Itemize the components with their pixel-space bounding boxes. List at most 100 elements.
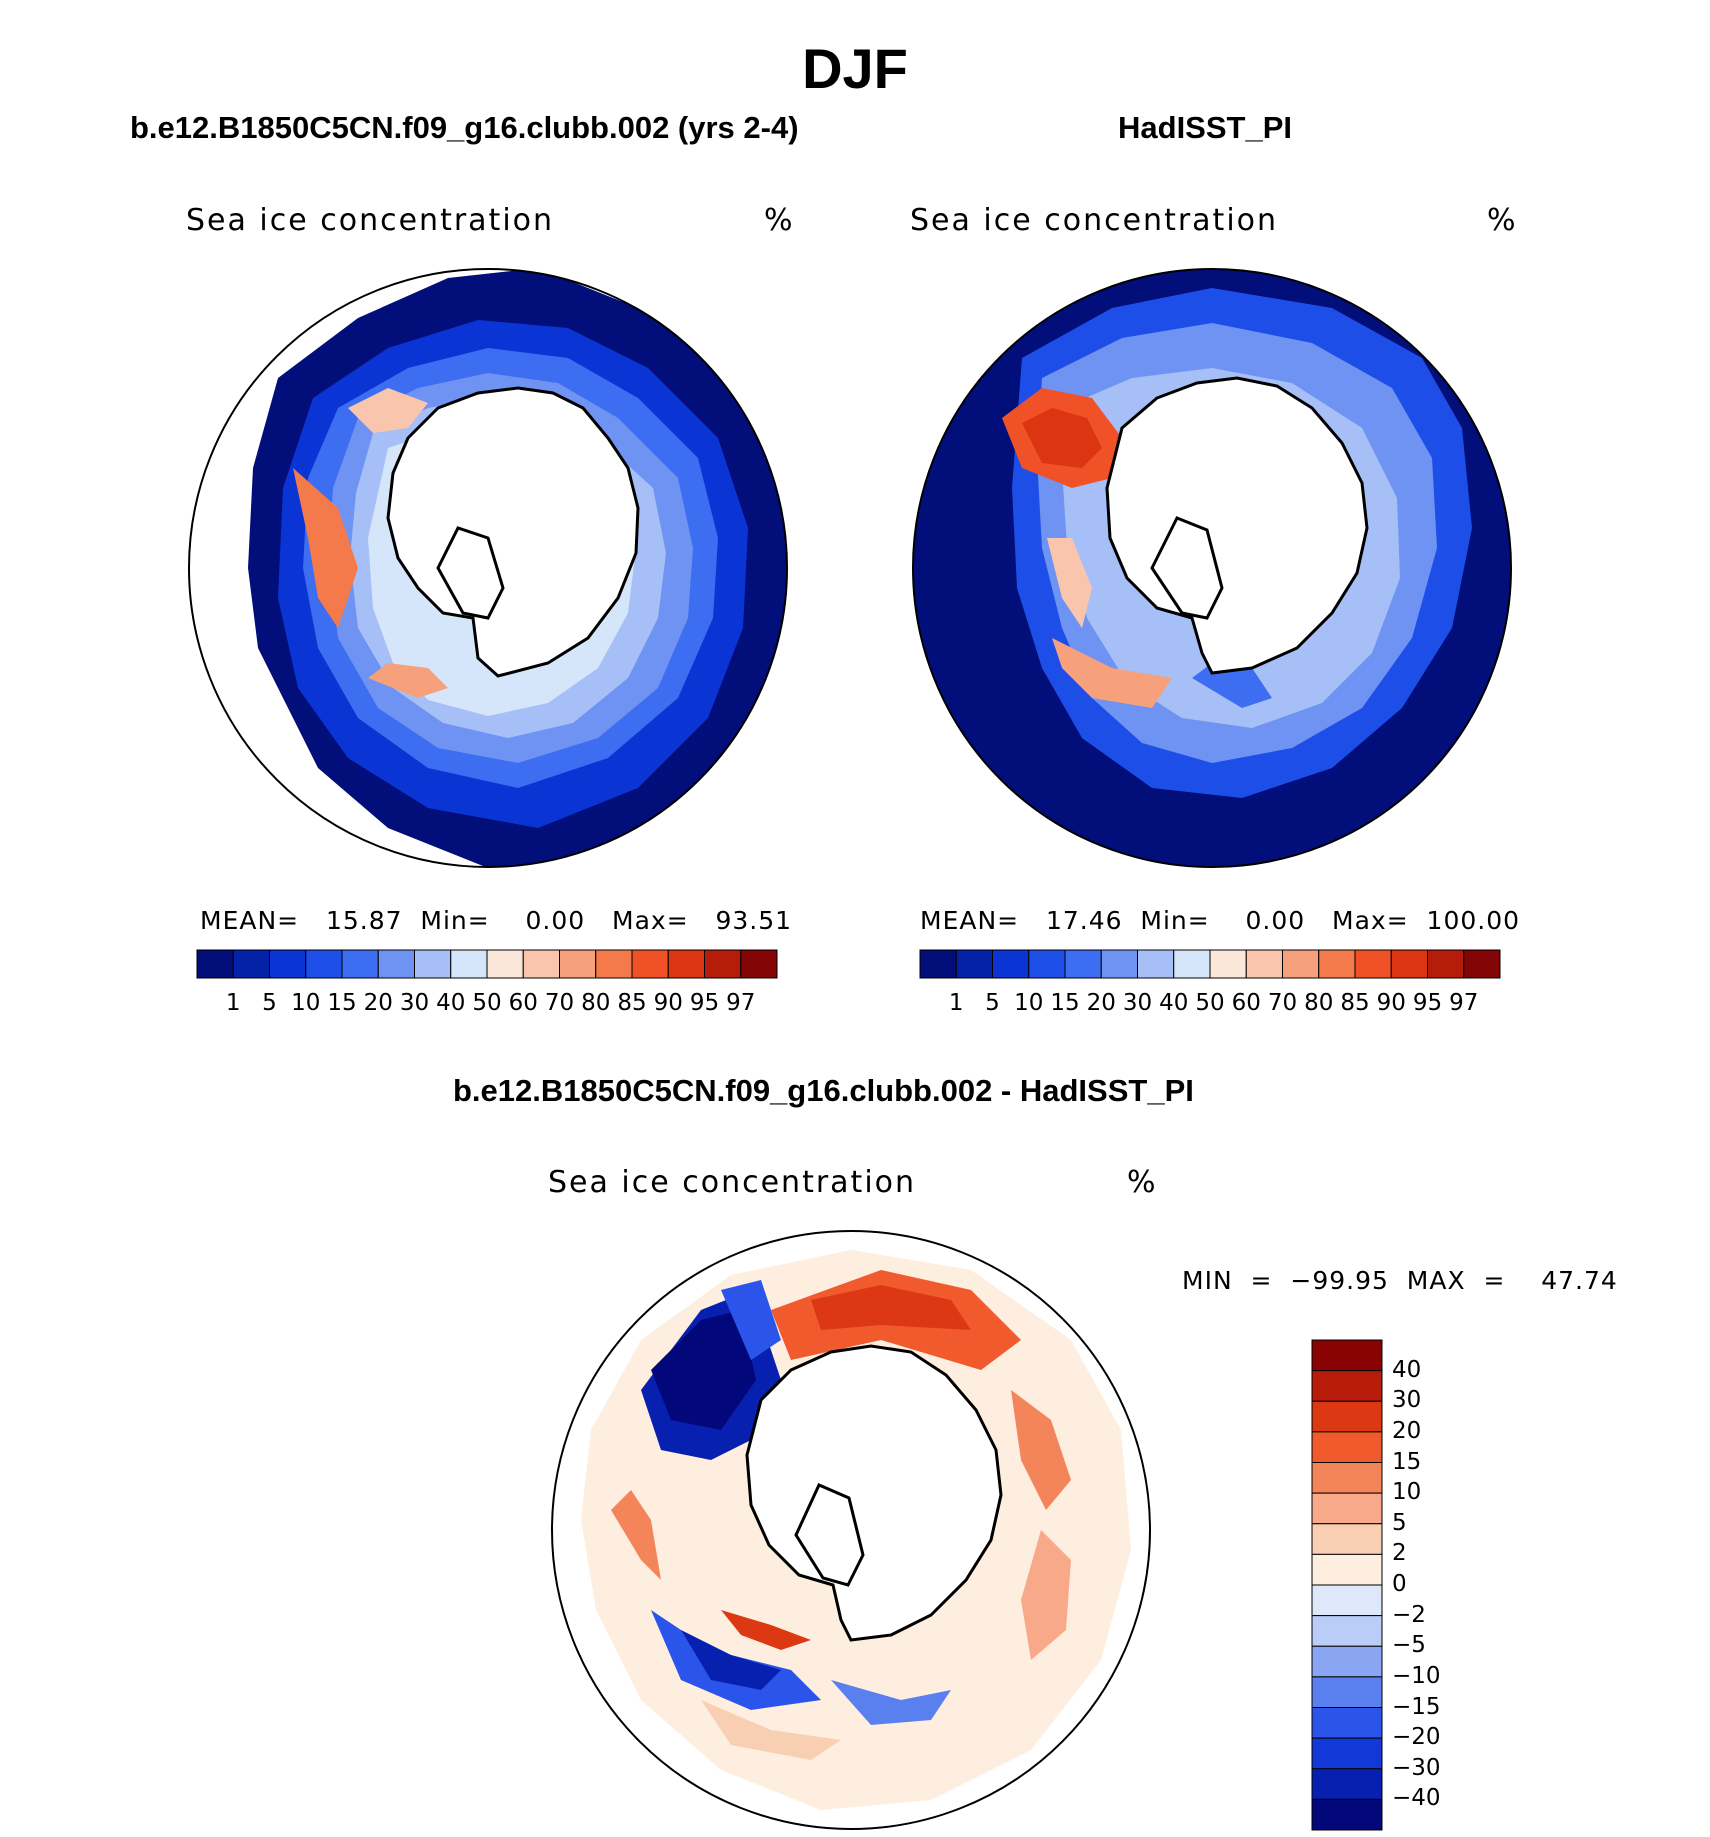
colorbar-tick-label: −15 xyxy=(1392,1693,1441,1720)
diff-colorbar-ticks: 40 30 20 15 10 5 2 0 −2 −5 −10 −15 −20 −30 −40 xyxy=(1392,1340,1462,1830)
model-units-label: % xyxy=(764,203,795,238)
colorbar-tick-label: 20 xyxy=(1086,990,1116,1016)
colorbar-swatch xyxy=(1282,949,1320,979)
obs-case-title: HadISST_PI xyxy=(1118,110,1292,145)
colorbar-swatch xyxy=(1311,1676,1383,1708)
colorbar-tick-label: −5 xyxy=(1392,1632,1426,1659)
colorbar-tick-label: 10 xyxy=(1014,990,1044,1016)
colorbar-tick-label: 30 xyxy=(1122,990,1153,1016)
colorbar-tick-label: 70 xyxy=(1267,990,1298,1016)
colorbar-tick-label: 95 xyxy=(1412,990,1443,1016)
colorbar-tick-label: 95 xyxy=(689,990,720,1016)
colorbar-tick-label: 10 xyxy=(1392,1479,1422,1506)
colorbar-swatch xyxy=(1311,1370,1383,1402)
obs-polar-map xyxy=(912,268,1512,868)
colorbar-swatch xyxy=(305,949,343,979)
diff-colorbar xyxy=(1311,1339,1383,1831)
colorbar-swatch xyxy=(196,949,234,979)
diff-antarctica xyxy=(745,1344,1003,1642)
colorbar-tick-label: 1 xyxy=(225,990,241,1016)
colorbar-swatch xyxy=(1463,949,1501,979)
colorbar-swatch xyxy=(1173,949,1211,979)
colorbar-swatch xyxy=(955,949,993,979)
colorbar-tick-label: 60 xyxy=(1231,990,1261,1016)
colorbar-swatch xyxy=(1311,1339,1383,1372)
colorbar-tick-label: 5 xyxy=(1392,1509,1407,1536)
colorbar-tick-label: −40 xyxy=(1392,1785,1441,1812)
colorbar-tick-label: −2 xyxy=(1392,1601,1426,1628)
colorbar-swatch xyxy=(1311,1737,1383,1770)
colorbar-tick-label: 15 xyxy=(327,990,357,1016)
colorbar-swatch xyxy=(1311,1798,1383,1831)
diff-units-label: % xyxy=(1127,1165,1158,1200)
colorbar-tick-label: 85 xyxy=(1340,990,1370,1016)
colorbar-tick-label: −30 xyxy=(1392,1754,1441,1781)
diff-stats: MIN = −99.95 MAX = 47.74 xyxy=(1182,1266,1618,1295)
model-variable-label: Sea ice concentration xyxy=(186,203,555,238)
colorbar-swatch xyxy=(595,949,633,979)
colorbar-tick-label: 70 xyxy=(544,990,575,1016)
obs-colorbar-ticks: 1 5 10 15 20 30 40 50 60 70 80 85 90 95 97 xyxy=(920,990,1500,1020)
diff-case-title: b.e12.B1850C5CN.f09_g16.clubb.002 - HadI… xyxy=(453,1073,1194,1108)
colorbar-tick-label: 30 xyxy=(1392,1387,1422,1414)
colorbar-tick-label: 0 xyxy=(1392,1571,1407,1597)
colorbar-tick-label: 5 xyxy=(262,990,277,1016)
colorbar-tick-label: 90 xyxy=(1376,990,1406,1016)
diff-polar-map xyxy=(551,1230,1151,1830)
colorbar-swatch xyxy=(704,949,742,979)
colorbar-tick-label: 20 xyxy=(1392,1417,1422,1444)
season-title: DJF xyxy=(802,37,908,100)
colorbar-swatch xyxy=(1311,1431,1383,1463)
colorbar-swatch xyxy=(522,949,560,979)
colorbar-swatch xyxy=(1064,949,1102,979)
colorbar-swatch xyxy=(1311,1707,1383,1739)
colorbar-swatch xyxy=(1100,949,1138,979)
colorbar-swatch xyxy=(377,949,415,979)
colorbar-tick-label: 40 xyxy=(436,990,466,1016)
colorbar-tick-label: 30 xyxy=(399,990,430,1016)
obs-colorbar xyxy=(919,949,1501,979)
colorbar-swatch xyxy=(1390,949,1428,979)
model-colorbar-ticks: 1 5 10 15 20 30 40 50 60 70 80 85 90 95 97 xyxy=(197,990,777,1020)
colorbar-swatch xyxy=(1354,949,1392,979)
colorbar-swatch xyxy=(631,949,669,979)
colorbar-swatch xyxy=(1318,949,1356,979)
colorbar-swatch xyxy=(269,949,307,979)
colorbar-tick-label: 10 xyxy=(291,990,321,1016)
colorbar-swatch xyxy=(1245,949,1283,979)
colorbar-swatch xyxy=(1311,1462,1383,1494)
colorbar-swatch xyxy=(232,949,270,979)
colorbar-tick-label: 20 xyxy=(363,990,393,1016)
colorbar-swatch xyxy=(1311,1615,1383,1647)
colorbar-swatch xyxy=(992,949,1030,979)
colorbar-tick-label: 15 xyxy=(1392,1448,1422,1475)
obs-stats: MEAN= 17.46 Min= 0.00 Max= 100.00 xyxy=(920,906,1521,935)
colorbar-swatch xyxy=(919,949,957,979)
colorbar-tick-label: 90 xyxy=(653,990,683,1016)
colorbar-swatch xyxy=(740,949,778,979)
model-case-title: b.e12.B1850C5CN.f09_g16.clubb.002 (yrs 2… xyxy=(130,110,799,145)
colorbar-swatch xyxy=(1137,949,1175,979)
colorbar-swatch xyxy=(1311,1400,1383,1433)
colorbar-swatch xyxy=(1209,949,1247,979)
colorbar-swatch xyxy=(559,949,597,979)
colorbar-tick-label: 60 xyxy=(508,990,538,1016)
colorbar-swatch xyxy=(1311,1584,1383,1617)
colorbar-tick-label: 2 xyxy=(1392,1540,1407,1567)
colorbar-swatch xyxy=(486,949,524,979)
colorbar-tick-label: 97 xyxy=(1449,990,1479,1016)
colorbar-tick-label: 1 xyxy=(948,990,964,1016)
colorbar-swatch xyxy=(667,949,705,979)
obs-variable-label: Sea ice concentration xyxy=(910,203,1279,238)
model-colorbar xyxy=(196,949,778,979)
colorbar-tick-label: 80 xyxy=(1304,990,1334,1016)
model-stats: MEAN= 15.87 Min= 0.00 Max= 93.51 xyxy=(200,906,793,935)
colorbar-swatch xyxy=(341,949,379,979)
colorbar-tick-label: 40 xyxy=(1392,1356,1422,1383)
colorbar-swatch xyxy=(1311,1553,1383,1586)
colorbar-swatch xyxy=(450,949,488,979)
colorbar-tick-label: −10 xyxy=(1392,1662,1441,1689)
colorbar-swatch xyxy=(1311,1645,1383,1678)
colorbar-swatch xyxy=(1311,1492,1383,1525)
colorbar-tick-label: 97 xyxy=(726,990,756,1016)
